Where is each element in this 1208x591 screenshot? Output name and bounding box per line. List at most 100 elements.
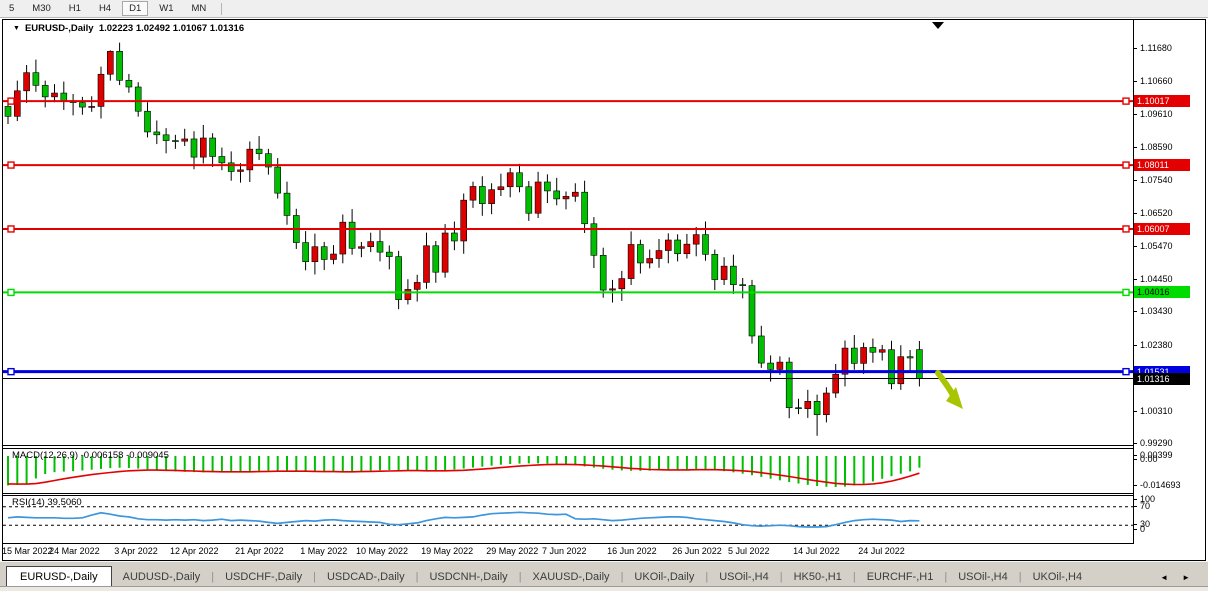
candle-body: [97, 73, 105, 107]
candle-body: [23, 72, 30, 92]
candle-body: [311, 246, 319, 262]
candle-body: [590, 223, 598, 256]
price-level-badge-1.10017[interactable]: 1.10017: [1134, 95, 1190, 108]
timeframe-button-W1[interactable]: W1: [159, 3, 174, 14]
candle-body: [283, 192, 291, 216]
price-tick-label: 1.04450: [1140, 273, 1173, 284]
price-level-badge-1.06007[interactable]: 1.06007: [1134, 222, 1190, 235]
candle-body: [618, 278, 626, 290]
line-end-marker[interactable]: [1122, 97, 1130, 105]
candle-body: [767, 362, 774, 370]
line-end-marker[interactable]: [7, 161, 15, 169]
tab-usoil-h4[interactable]: USOil-,H4: [958, 571, 1008, 583]
candle-body: [711, 254, 719, 280]
candle-body: [339, 221, 347, 255]
candle-body: [785, 361, 793, 409]
candle-body: [79, 102, 86, 108]
timeframe-button-D1[interactable]: D1: [122, 1, 149, 16]
date-label: 7 Jun 2022: [542, 546, 587, 556]
timeframe-button-H1[interactable]: H1: [68, 3, 81, 14]
tab-separator: |: [620, 571, 624, 583]
tab-hk50-h1[interactable]: HK50-,H1: [793, 571, 842, 583]
candle-body: [441, 232, 449, 273]
line-end-marker[interactable]: [1122, 161, 1130, 169]
candle-body: [348, 221, 356, 249]
timeframe-button-MN[interactable]: MN: [191, 3, 207, 14]
line-end-marker[interactable]: [7, 288, 15, 297]
candle-body: [525, 186, 533, 214]
line-end-marker[interactable]: [7, 225, 15, 233]
candle-body: [162, 134, 170, 141]
macd-values: -0.006158 -0.009045: [80, 450, 169, 461]
axis-tick-dash: [1133, 246, 1137, 248]
candle-body: [32, 72, 40, 86]
axis-tick-dash: [1133, 443, 1137, 445]
candle-body: [107, 50, 114, 75]
timeframe-button-H4[interactable]: H4: [98, 3, 112, 14]
candle-body: [906, 356, 914, 359]
candle-body: [451, 232, 458, 242]
candle-body: [599, 255, 607, 291]
candle-body: [432, 245, 440, 273]
candle-body: [823, 392, 830, 416]
axis-tick-dash: [1133, 180, 1137, 182]
line-end-marker[interactable]: [1122, 288, 1130, 297]
timeframe-button-M30[interactable]: M30: [32, 3, 51, 14]
candle-body: [60, 92, 68, 101]
timeframe-toolbar: 5 M30 H1 H4 D1 W1 MN: [0, 0, 1208, 18]
price-tick-label: 1.02380: [1140, 339, 1173, 350]
candle-body: [469, 186, 477, 201]
line-end-marker[interactable]: [1122, 367, 1130, 376]
chart-canvas[interactable]: [3, 20, 1133, 544]
candle-body: [869, 347, 877, 353]
candle-body: [116, 50, 123, 81]
axis-tick-dash: [1133, 278, 1137, 280]
candle-body: [218, 156, 226, 164]
tab-ukoil-daily[interactable]: UKOil-,Daily: [634, 571, 695, 583]
candle-body: [683, 243, 691, 255]
tab-audusd-daily[interactable]: AUDUSD-,Daily: [122, 571, 201, 583]
price-tick-label: 1.09610: [1140, 109, 1173, 120]
candle-body: [702, 234, 709, 255]
line-end-marker[interactable]: [1122, 225, 1130, 233]
candle-body: [646, 258, 654, 264]
rsi-value: 39.5060: [47, 497, 82, 508]
candle-body: [748, 285, 756, 337]
tab-scroll-right-icon[interactable]: ►: [1182, 573, 1190, 582]
tab-separator: |: [211, 571, 215, 583]
price-tick-label: 1.08590: [1140, 141, 1173, 152]
date-label: 21 Apr 2022: [235, 546, 284, 556]
candle-body: [888, 349, 895, 385]
candle-body: [320, 246, 328, 260]
price-level-badge-1.08011[interactable]: 1.08011: [1134, 159, 1190, 172]
tab-separator: |: [1018, 571, 1022, 583]
tab-usdcad-daily[interactable]: USDCAD-,Daily: [326, 571, 405, 583]
date-label: 29 May 2022: [486, 546, 539, 556]
axis-tick-dash: [1133, 212, 1137, 214]
tab-eurusd-daily[interactable]: EURUSD-,Daily: [6, 566, 112, 588]
candle-body: [562, 196, 570, 200]
annotation-arrowhead-icon[interactable]: [946, 387, 963, 409]
tab-scroll-left-icon[interactable]: ◄: [1160, 573, 1169, 582]
line-end-marker[interactable]: [7, 367, 15, 376]
price-level-badge-1.01316[interactable]: 1.01316: [1134, 372, 1190, 385]
tab-eurchf-h1[interactable]: EURCHF-,H1: [866, 571, 934, 583]
chart-dropdown-icon[interactable]: ▼: [13, 25, 20, 32]
candle-body: [460, 199, 468, 242]
bar-shift-marker-icon[interactable]: [932, 22, 944, 29]
price-tick-label: 1.06520: [1140, 207, 1173, 218]
timeframe-button-5[interactable]: 5: [9, 3, 15, 14]
line-end-marker[interactable]: [7, 97, 15, 105]
tab-xauusd-daily[interactable]: XAUUSD-,Daily: [532, 571, 610, 583]
price-level-badge-1.04016[interactable]: 1.04016: [1134, 286, 1190, 299]
macd-axis-label: -0.014693: [1140, 480, 1181, 490]
tab-ukoil-h4[interactable]: UKOil-,H4: [1032, 571, 1083, 583]
price-tick-label: 1.07540: [1140, 175, 1173, 186]
tab-usdcnh-daily[interactable]: USDCNH-,Daily: [429, 571, 508, 583]
candle-body: [776, 361, 784, 370]
date-label: 1 May 2022: [300, 546, 348, 556]
price-tick-label: 1.10660: [1140, 75, 1173, 86]
tab-usoil-h4[interactable]: USOil-,H4: [719, 571, 769, 583]
tab-usdchf-daily[interactable]: USDCHF-,Daily: [225, 571, 303, 583]
candle-body: [255, 148, 263, 154]
